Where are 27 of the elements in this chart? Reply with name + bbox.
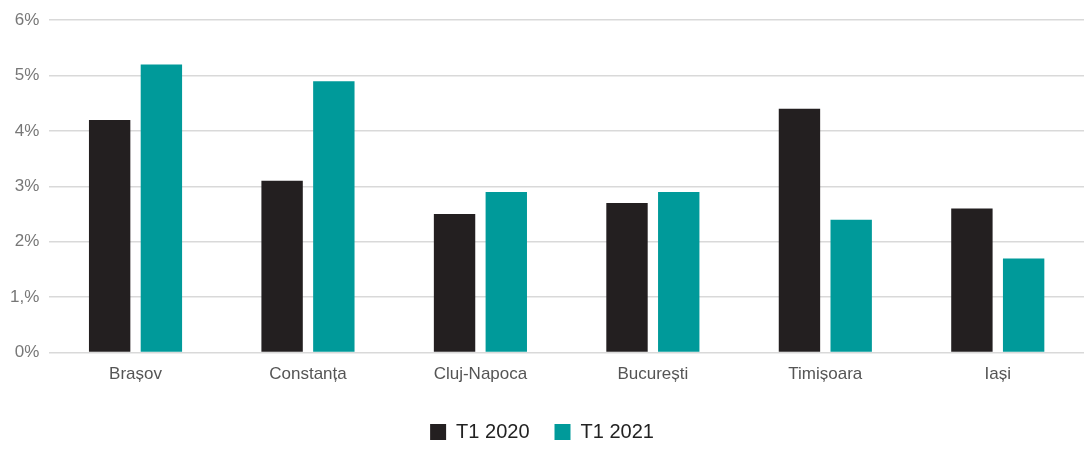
y-tick-label: 5% — [14, 65, 40, 85]
bar — [88, 119, 131, 352]
y-tick-label: 4% — [14, 120, 40, 140]
y-tick-label: 3% — [14, 176, 40, 196]
bar — [830, 219, 872, 352]
y-tick-label: 2% — [14, 231, 40, 251]
y-tick-label: 0% — [14, 342, 40, 362]
x-tick-label: Brașov — [109, 364, 163, 384]
legend-label: T1 2020 — [456, 419, 530, 442]
x-tick-label: Constanța — [269, 364, 348, 384]
bar — [1002, 258, 1045, 352]
bar — [140, 64, 183, 352]
legend-label: T1 2021 — [580, 419, 654, 442]
bar — [261, 180, 303, 352]
bar — [313, 81, 355, 352]
x-tick-label: Timișoara — [788, 364, 863, 384]
bar — [658, 191, 700, 352]
y-tick-label: 6% — [14, 9, 40, 29]
x-tick-label: Iași — [984, 364, 1012, 384]
y-tick-label: 1,% — [10, 286, 40, 306]
bar — [485, 191, 527, 352]
x-tick-label: Cluj-Napoca — [433, 364, 528, 384]
x-tick-label: București — [617, 364, 689, 384]
bar — [951, 208, 993, 352]
bar — [778, 108, 821, 352]
bar — [433, 214, 476, 352]
bar — [606, 203, 648, 352]
